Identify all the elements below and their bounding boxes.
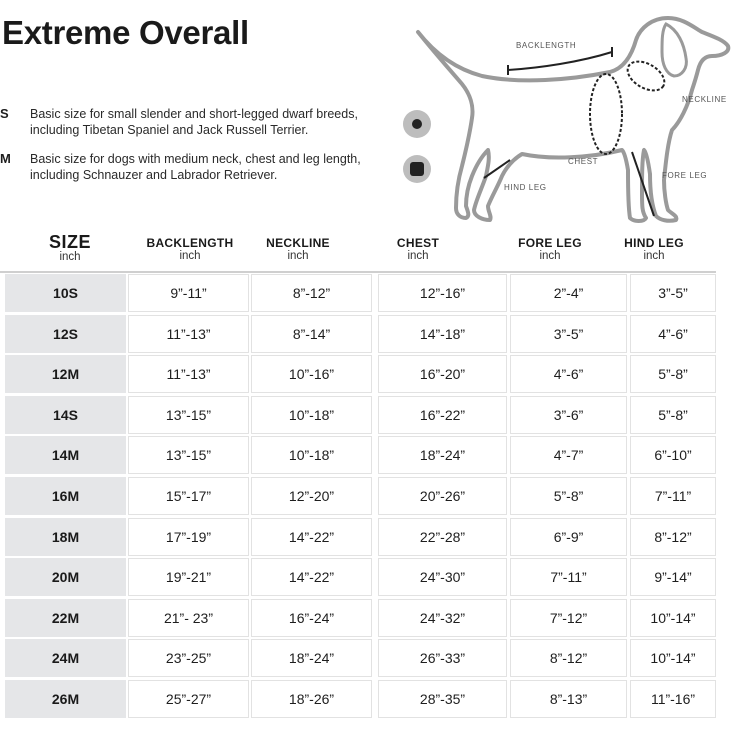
hind-leg-cell: 4”-6” [630, 314, 716, 353]
hind-leg-label: HIND LEG [504, 183, 547, 192]
neckline-cell: 16”-24” [251, 598, 372, 637]
fore-leg-cell: 8”-13” [510, 680, 627, 718]
circle-marker-icon [403, 110, 431, 138]
neckline-cell: 14”-22” [251, 558, 372, 597]
neckline-cell: 18”-26” [251, 680, 372, 718]
fore-leg-cell: 8”-12” [510, 639, 627, 678]
size-description: Basic size for dogs with medium neck, ch… [30, 152, 361, 182]
page-title: Extreme Overall [2, 14, 249, 51]
backlength-cell: 17”-19” [128, 517, 249, 556]
neckline-label: NECKLINE [682, 95, 727, 104]
fore-leg-cell: 4”-7” [510, 436, 627, 475]
fore-leg-cell: 6”-9” [510, 517, 627, 556]
neckline-measure-line [626, 60, 666, 92]
chest-cell: 24”-32” [378, 598, 507, 637]
size-cell: 16M [5, 477, 126, 515]
size-cell: 20M [5, 558, 126, 597]
neckline-cell: 10”-18” [251, 395, 372, 434]
chest-measure-line [589, 73, 623, 155]
size-cell: 24M [5, 639, 126, 678]
fore-leg-cell: 4”-6” [510, 355, 627, 394]
size-cell: 26M [5, 680, 126, 718]
fore-leg-cell: 7”-11” [510, 558, 627, 597]
size-cell: 18M [5, 517, 126, 556]
backlength-cell: 25”-27” [128, 680, 249, 718]
hind-leg-cell: 9”-14” [630, 558, 716, 597]
backlength-cell: 23”-25” [128, 639, 249, 678]
hind-leg-cell: 5”-8” [630, 395, 716, 434]
chest-cell: 18”-24” [378, 436, 507, 475]
fore-leg-measure-line [631, 151, 655, 217]
hind-leg-cell: 5”-8” [630, 355, 716, 394]
backlength-cell: 21”- 23” [128, 598, 249, 637]
backlength-label: BACKLENGTH [516, 41, 576, 50]
fore-leg-cell: 2”-4” [510, 274, 627, 312]
hind-leg-cell: 10”-14” [630, 639, 716, 678]
backlength-cell: 11”-13” [128, 314, 249, 353]
backlength-cell: 13”-15” [128, 395, 249, 434]
chest-cell: 12”-16” [378, 274, 507, 312]
fore-leg-cell: 7”-12” [510, 598, 627, 637]
backlength-measure-line [507, 51, 613, 71]
header-chest: CHEST inch [396, 236, 440, 262]
table-header-divider [0, 271, 716, 273]
header-backlength: BACKLENGTH inch [146, 236, 234, 262]
fore-leg-cell: 5”-8” [510, 477, 627, 515]
size-cell: 10S [5, 274, 126, 312]
fore-leg-cell: 3”-6” [510, 395, 627, 434]
hind-leg-cell: 10”-14” [630, 598, 716, 637]
hind-leg-cell: 11”-16” [630, 680, 716, 718]
size-code: S [0, 106, 9, 121]
header-fore-leg: FORE LEG inch [518, 236, 582, 262]
backlength-cell: 13”-15” [128, 436, 249, 475]
chest-cell: 22”-28” [378, 517, 507, 556]
backlength-cell: 19”-21” [128, 558, 249, 597]
dog-measurement-diagram: BACKLENGTH NECKLINE CHEST FORE LEG HIND … [416, 16, 731, 223]
chest-cell: 26”-33” [378, 639, 507, 678]
size-cell: 14M [5, 436, 126, 475]
chest-cell: 24”-30” [378, 558, 507, 597]
fore-leg-cell: 3”-5” [510, 314, 627, 353]
hind-leg-cell: 7”-11” [630, 477, 716, 515]
size-cell: 12M [5, 355, 126, 394]
size-cell: 14S [5, 395, 126, 434]
hind-leg-measure-line [483, 159, 511, 179]
neckline-cell: 10”-18” [251, 436, 372, 475]
neckline-cell: 10”-16” [251, 355, 372, 394]
size-description: Basic size for small slender and short-l… [30, 107, 358, 137]
neckline-cell: 14”-22” [251, 517, 372, 556]
hind-leg-cell: 8”-12” [630, 517, 716, 556]
backlength-cell: 9”-11” [128, 274, 249, 312]
header-hind-leg: HIND LEG inch [624, 236, 684, 262]
chest-cell: 16”-22” [378, 395, 507, 434]
chest-cell: 28”-35” [378, 680, 507, 718]
neckline-cell: 18”-24” [251, 639, 372, 678]
square-marker-icon [403, 155, 431, 183]
fore-leg-label: FORE LEG [662, 171, 707, 180]
size-code: M [0, 151, 11, 166]
chest-cell: 16”-20” [378, 355, 507, 394]
chest-cell: 14”-18” [378, 314, 507, 353]
backlength-cell: 11”-13” [128, 355, 249, 394]
chest-cell: 20”-26” [378, 477, 507, 515]
size-cell: 22M [5, 598, 126, 637]
header-size: SIZE inch [48, 232, 91, 263]
size-cell: 12S [5, 314, 126, 353]
hind-leg-cell: 6”-10” [630, 436, 716, 475]
hind-leg-cell: 3”-5” [630, 274, 716, 312]
neckline-cell: 8”-12” [251, 274, 372, 312]
header-neckline: NECKLINE inch [266, 236, 330, 262]
chest-label: CHEST [568, 157, 598, 166]
backlength-cell: 15”-17” [128, 477, 249, 515]
neckline-cell: 12”-20” [251, 477, 372, 515]
neckline-cell: 8”-14” [251, 314, 372, 353]
